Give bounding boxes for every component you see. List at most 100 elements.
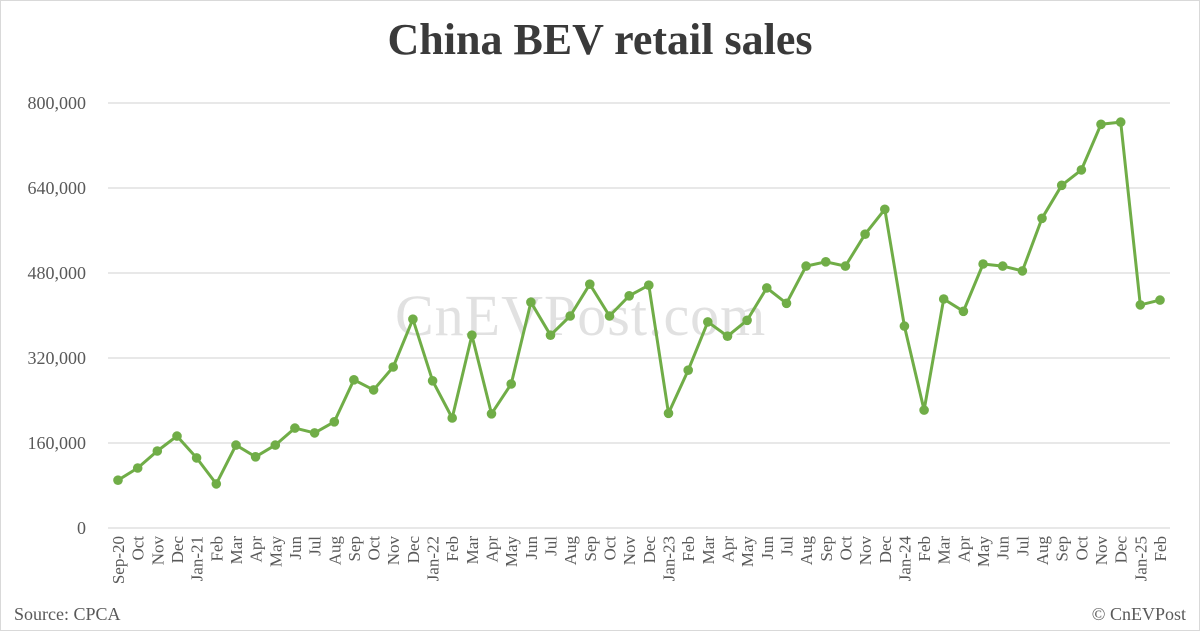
x-tick-label: Jan-24 (895, 536, 914, 582)
data-point (270, 440, 281, 450)
data-point (880, 204, 890, 215)
data-point (565, 311, 575, 321)
data-point (1096, 119, 1106, 130)
x-tick-label: Nov (384, 536, 403, 566)
x-tick-label: Aug (325, 536, 344, 566)
watermark: CnEVPost.com (395, 283, 767, 348)
data-point (742, 315, 752, 326)
chart-title: China BEV retail sales (387, 15, 813, 64)
data-point (447, 413, 458, 423)
x-axis-ticks: Sep-20 Oct Nov Dec Jan-21 Feb Mar Apr May Jun Jul A… (109, 536, 1170, 585)
x-tick-label: Mar (227, 536, 246, 565)
y-tick-label: 480,000 (28, 263, 87, 283)
data-point (919, 405, 929, 415)
data-point (231, 440, 241, 450)
data-point (329, 417, 340, 427)
x-tick-label: Dec (404, 536, 423, 564)
x-tick-label: Sep (345, 536, 364, 562)
data-point (1115, 117, 1126, 127)
x-tick-label: Mar (463, 536, 482, 565)
x-tick-label: Jul (777, 536, 796, 556)
data-point (427, 376, 438, 386)
y-tick-label: 160,000 (28, 433, 87, 453)
x-tick-label: Nov (148, 536, 167, 566)
gridlines (108, 102, 1170, 529)
x-tick-label: Dec (640, 536, 659, 564)
data-point (958, 306, 969, 317)
data-point (840, 261, 851, 271)
x-tick-label: May (738, 536, 757, 568)
data-point (604, 311, 615, 321)
data-point (997, 261, 1008, 271)
x-tick-label: Apr (954, 536, 973, 563)
x-tick-label: Dec (168, 536, 187, 564)
x-tick-label: Nov (1092, 536, 1111, 566)
x-tick-label: Jul (306, 536, 325, 556)
x-tick-label: Jun (758, 536, 777, 560)
data-point (191, 453, 202, 463)
y-tick-label: 640,000 (28, 178, 87, 198)
x-tick-label: Apr (718, 536, 737, 563)
data-point (585, 279, 595, 290)
data-point (309, 428, 320, 438)
data-point (899, 321, 910, 331)
x-tick-label: Oct (1072, 536, 1091, 561)
x-tick-label: Sep (817, 536, 836, 562)
x-tick-label: Oct (601, 536, 620, 561)
x-tick-label: Sep (1053, 536, 1072, 562)
x-tick-label: Nov (856, 536, 875, 566)
data-point (663, 408, 674, 419)
data-point (762, 283, 772, 293)
x-tick-label: Jan-25 (1131, 536, 1150, 581)
x-tick-label: Jun (286, 536, 305, 560)
x-tick-label: Apr (247, 536, 266, 563)
x-tick-label: Mar (699, 536, 718, 565)
data-point (1076, 165, 1087, 175)
x-tick-label: Aug (1033, 536, 1052, 566)
x-tick-label: Apr (483, 536, 502, 563)
y-tick-label: 320,000 (28, 348, 87, 368)
data-point (938, 294, 949, 304)
x-tick-label: Aug (797, 536, 816, 566)
y-tick-label: 800,000 (28, 93, 87, 113)
x-tick-label: Oct (129, 536, 148, 561)
x-tick-label: Jul (542, 536, 561, 556)
data-point (781, 298, 792, 309)
data-point (722, 331, 733, 342)
x-tick-label: Nov (620, 536, 639, 566)
x-tick-label: Jul (1013, 536, 1032, 556)
data-point (1056, 180, 1067, 191)
x-tick-label: Jan-23 (659, 536, 678, 581)
data-point (801, 261, 811, 271)
source-note: Source: CPCA (14, 604, 121, 624)
x-tick-label: Jun (522, 536, 541, 560)
data-point (821, 257, 831, 267)
x-tick-label: Feb (1151, 536, 1170, 562)
data-point (860, 229, 870, 239)
x-tick-label: Feb (915, 536, 934, 562)
data-point (368, 385, 379, 395)
data-point (1017, 266, 1028, 276)
data-point (132, 463, 143, 473)
copyright-note: © CnEVPost (1091, 604, 1186, 624)
data-point (703, 317, 713, 327)
data-point (388, 362, 399, 372)
data-point (172, 431, 182, 441)
data-point (526, 297, 536, 308)
series-line (117, 120, 1161, 486)
x-tick-label: Jun (994, 536, 1013, 560)
data-point (152, 446, 163, 456)
data-point (1037, 213, 1047, 224)
x-tick-label: Dec (876, 536, 895, 564)
x-tick-label: Sep (581, 536, 600, 562)
x-tick-label: Mar (935, 536, 954, 565)
data-point (1155, 295, 1165, 305)
data-point (683, 365, 693, 376)
x-tick-label: Aug (561, 536, 580, 566)
x-tick-label: Dec (1112, 536, 1131, 564)
x-tick-label: Jan-22 (424, 536, 443, 581)
data-point (211, 479, 222, 489)
data-point (644, 280, 654, 291)
x-tick-label: Oct (836, 536, 855, 561)
